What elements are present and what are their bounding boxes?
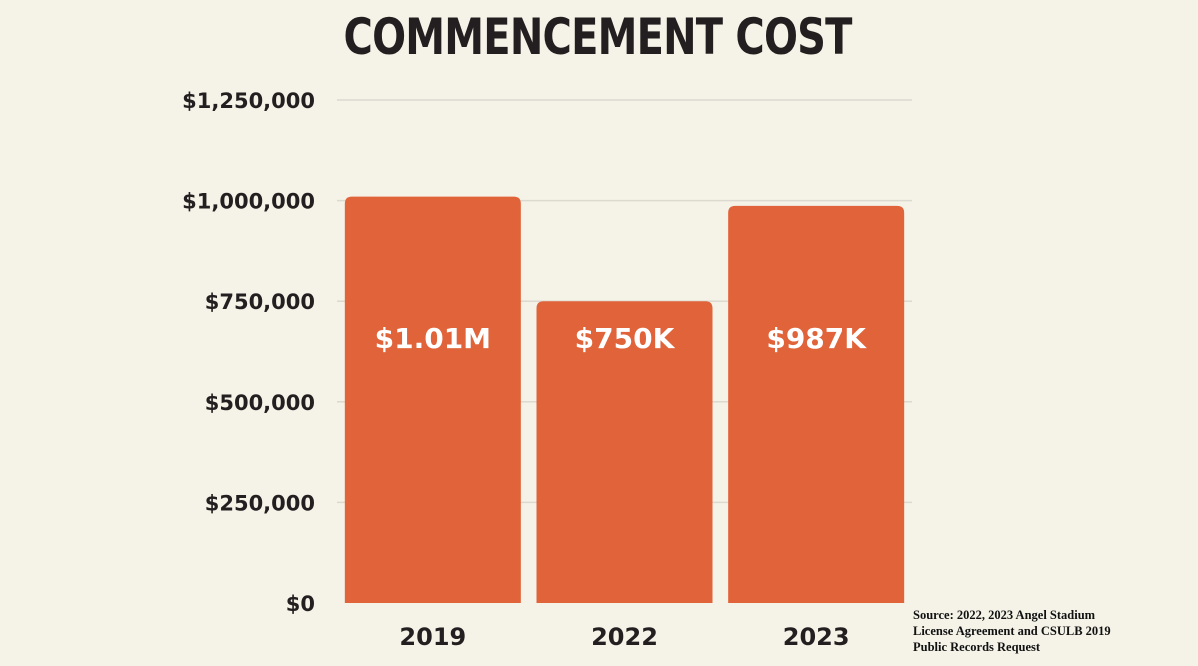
bars xyxy=(344,196,905,604)
bar-value-label: $1.01M xyxy=(375,322,491,355)
x-category-label: 2019 xyxy=(399,623,466,651)
x-axis-categories: 2019 2022 2023 xyxy=(399,623,849,651)
bar-value-labels: $1.01M $750K $987K xyxy=(375,322,868,355)
y-tick-label: $500,000 xyxy=(205,391,315,415)
bar xyxy=(536,301,713,603)
x-category-label: 2022 xyxy=(591,623,658,651)
y-tick-label: $1,250,000 xyxy=(182,89,315,113)
bar-value-label: $750K xyxy=(575,322,676,355)
source-note: Source: 2022, 2023 Angel Stadium License… xyxy=(913,607,1193,655)
y-tick-label: $250,000 xyxy=(205,491,315,515)
y-tick-label: $1,000,000 xyxy=(182,190,315,214)
y-axis-ticks: $0 $250,000 $500,000 $750,000 $1,000,000 $1,2… xyxy=(182,89,315,616)
chart-title: COMMENCEMENT COST xyxy=(343,8,853,66)
source-line: Source: 2022, 2023 Angel Stadium xyxy=(913,608,1096,622)
y-tick-label: $0 xyxy=(286,592,315,616)
bar xyxy=(728,205,905,603)
bar-value-label: $987K xyxy=(766,322,867,355)
bar xyxy=(344,196,521,604)
source-line: License Agreement and CSULB 2019 xyxy=(913,624,1111,638)
y-tick-label: $750,000 xyxy=(205,290,315,314)
x-category-label: 2023 xyxy=(783,623,850,651)
source-line: Public Records Request xyxy=(913,640,1041,654)
